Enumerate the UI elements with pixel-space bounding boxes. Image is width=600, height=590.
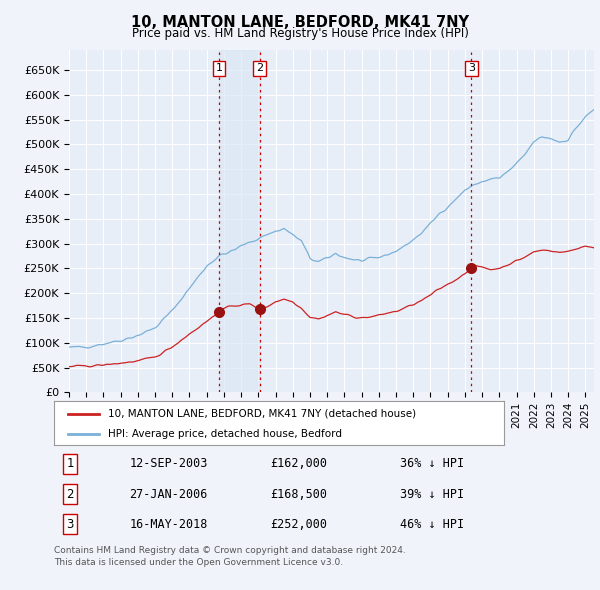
Text: HPI: Average price, detached house, Bedford: HPI: Average price, detached house, Bedf…	[108, 430, 342, 440]
Text: 3: 3	[67, 518, 74, 531]
Text: 2: 2	[67, 487, 74, 501]
Text: 16-MAY-2018: 16-MAY-2018	[130, 518, 208, 531]
Bar	[219, 50, 260, 392]
Text: 2: 2	[256, 64, 263, 74]
Text: 10, MANTON LANE, BEDFORD, MK41 7NY: 10, MANTON LANE, BEDFORD, MK41 7NY	[131, 15, 469, 30]
Text: £162,000: £162,000	[270, 457, 327, 470]
Text: Price paid vs. HM Land Registry's House Price Index (HPI): Price paid vs. HM Land Registry's House …	[131, 27, 469, 40]
Text: £252,000: £252,000	[270, 518, 327, 531]
Text: 27-JAN-2006: 27-JAN-2006	[130, 487, 208, 501]
Text: £168,500: £168,500	[270, 487, 327, 501]
Text: 10, MANTON LANE, BEDFORD, MK41 7NY (detached house): 10, MANTON LANE, BEDFORD, MK41 7NY (deta…	[108, 409, 416, 418]
Text: 12-SEP-2003: 12-SEP-2003	[130, 457, 208, 470]
Text: 36% ↓ HPI: 36% ↓ HPI	[400, 457, 464, 470]
Text: Contains HM Land Registry data © Crown copyright and database right 2024.
This d: Contains HM Land Registry data © Crown c…	[54, 546, 406, 566]
Text: 1: 1	[215, 64, 223, 74]
Text: 46% ↓ HPI: 46% ↓ HPI	[400, 518, 464, 531]
Text: 3: 3	[468, 64, 475, 74]
Text: 39% ↓ HPI: 39% ↓ HPI	[400, 487, 464, 501]
Text: 1: 1	[67, 457, 74, 470]
